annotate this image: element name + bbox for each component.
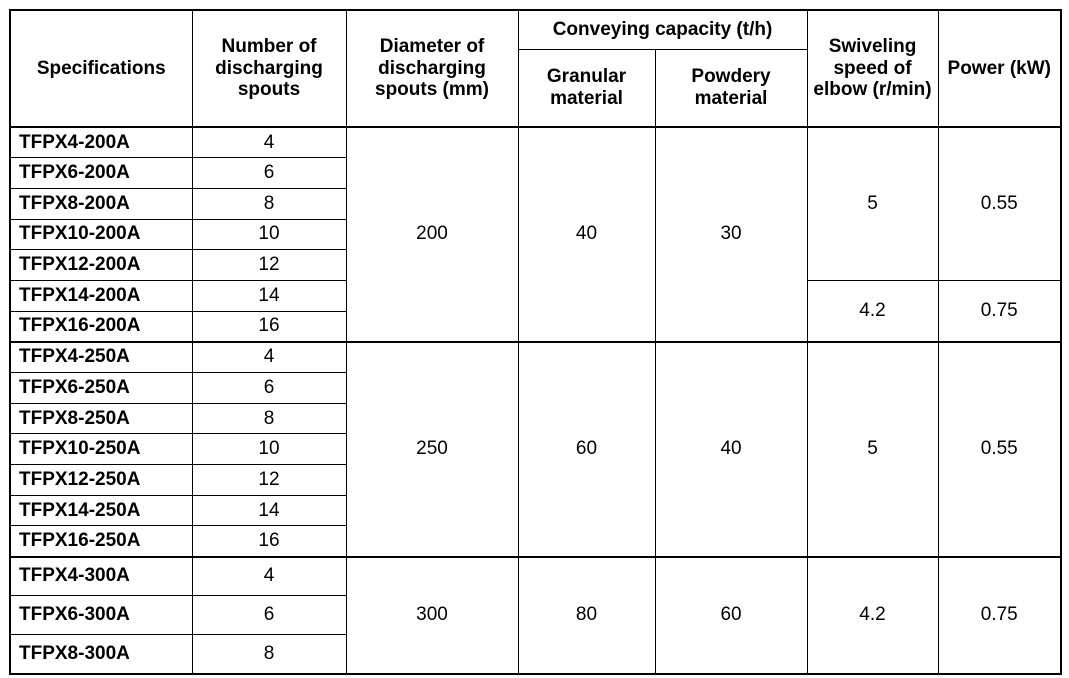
speed-cell: 5 (806, 126, 939, 281)
power-cell: 0.55 (937, 126, 1062, 281)
header-power: Power (kW) (937, 9, 1062, 128)
table-row: TFPX8-300A 8 (9, 634, 1061, 675)
table-row: TFPX4-250A 4 250 60 40 5 0.55 (9, 340, 1062, 558)
spouts-cell: 4 (191, 555, 347, 597)
header-swiveling-speed: Swiveling speed of elbow (r/min) (806, 9, 939, 128)
table-row: TFPX6-300A 6 (9, 595, 1061, 636)
model-cell: TFPX4-250A (9, 340, 193, 373)
power-cell: 0.75 (937, 555, 1062, 675)
spouts-cell: 14 (191, 279, 347, 312)
spouts-cell: 6 (191, 372, 347, 404)
table-row: TFPX14-250A 14 (9, 494, 1061, 527)
model-cell: TFPX6-200A (9, 157, 193, 189)
spouts-cell: 14 (191, 494, 347, 527)
spouts-cell: 4 (191, 126, 347, 159)
model-cell: TFPX16-200A (9, 310, 193, 343)
table-row: TFPX4-200A 4 200 40 30 5 0.55 (9, 126, 1062, 343)
table-row: TFPX6-200A 6 (9, 157, 1061, 189)
spouts-cell: 10 (191, 218, 347, 251)
power-cell: 0.55 (937, 340, 1062, 558)
power-cell: 0.75 (937, 279, 1062, 343)
table-row: TFPX4-300A 4 300 80 60 4.2 0.75 (9, 555, 1062, 675)
speed-cell: 4.2 (806, 279, 939, 343)
model-cell: TFPX8-200A (9, 187, 193, 220)
header-powdery: Powdery material (654, 49, 808, 128)
spouts-cell: 6 (191, 157, 347, 189)
spouts-cell: 12 (191, 249, 347, 281)
spouts-cell: 10 (191, 433, 347, 466)
table-row: TFPX10-200A 10 (9, 218, 1061, 251)
spouts-cell: 8 (191, 634, 347, 675)
table-row: TFPX14-200A 14 4.2 0.75 (9, 279, 1062, 343)
table-row: TFPX10-250A 10 (9, 433, 1061, 466)
spouts-cell: 8 (191, 402, 347, 435)
header-specifications: Specifications (9, 9, 193, 128)
granular-cell: 80 (517, 555, 656, 675)
model-cell: TFPX16-250A (9, 525, 193, 558)
model-cell: TFPX14-200A (9, 279, 193, 312)
model-cell: TFPX4-200A (9, 126, 193, 159)
table-row: TFPX6-250A 6 (9, 372, 1061, 404)
model-cell: TFPX8-300A (9, 634, 193, 675)
model-cell: TFPX14-250A (9, 494, 193, 527)
model-cell: TFPX4-300A (9, 555, 193, 597)
header-granular: Granular material (517, 49, 656, 128)
table-row: TFPX12-250A 12 (9, 464, 1061, 496)
granular-cell: 40 (517, 126, 656, 343)
powdery-cell: 30 (654, 126, 808, 343)
diameter-cell: 300 (345, 555, 519, 675)
granular-cell: 60 (517, 340, 656, 558)
spouts-cell: 16 (191, 525, 347, 558)
model-cell: TFPX6-250A (9, 372, 193, 404)
diameter-cell: 200 (345, 126, 519, 343)
model-cell: TFPX10-200A (9, 218, 193, 251)
spouts-cell: 16 (191, 310, 347, 343)
table-row: TFPX16-250A 16 (9, 525, 1061, 558)
spouts-cell: 12 (191, 464, 347, 496)
speed-cell: 5 (806, 340, 939, 558)
table-row: TFPX12-200A 12 (9, 249, 1061, 281)
model-cell: TFPX12-250A (9, 464, 193, 496)
model-cell: TFPX12-200A (9, 249, 193, 281)
model-cell: TFPX10-250A (9, 433, 193, 466)
model-cell: TFPX8-250A (9, 402, 193, 435)
spouts-cell: 4 (191, 340, 347, 373)
powdery-cell: 60 (654, 555, 808, 675)
powdery-cell: 40 (654, 340, 808, 558)
speed-cell: 4.2 (806, 555, 939, 675)
spouts-cell: 8 (191, 187, 347, 220)
spouts-cell: 6 (191, 595, 347, 636)
table-row: TFPX8-250A 8 (9, 402, 1061, 435)
diameter-cell: 250 (345, 340, 519, 558)
specifications-table: Specifications Number of discharging spo… (9, 9, 1063, 675)
model-cell: TFPX6-300A (9, 595, 193, 636)
header-number-of-spouts: Number of discharging spouts (191, 9, 347, 128)
header-diameter: Diameter of discharging spouts (mm) (345, 9, 519, 128)
header-conveying-capacity: Conveying capacity (t/h) (517, 9, 808, 50)
